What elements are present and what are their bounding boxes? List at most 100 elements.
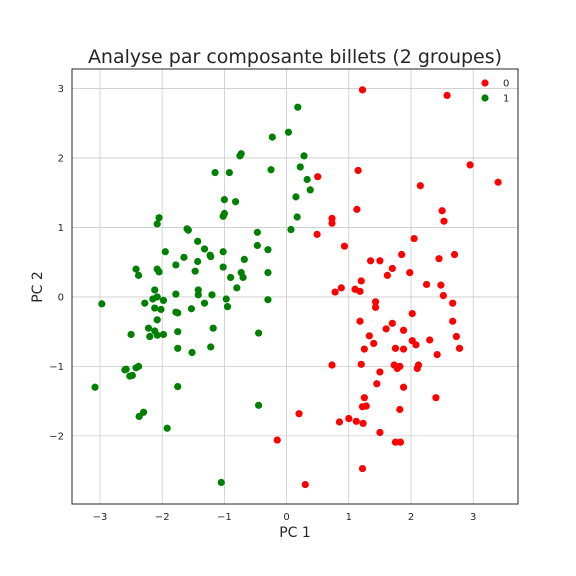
data-point (370, 339, 378, 348)
data-point (240, 255, 248, 263)
data-point (371, 303, 380, 311)
data-point (141, 299, 149, 307)
data-point (159, 296, 168, 304)
data-point (223, 303, 232, 311)
legend: 01 (481, 79, 509, 105)
data-point (340, 242, 349, 250)
data-point (151, 304, 159, 312)
data-point (357, 360, 365, 368)
data-point (439, 291, 447, 300)
data-point (432, 394, 440, 402)
data-point (153, 331, 161, 339)
data-point (314, 173, 322, 181)
data-point (328, 361, 336, 369)
data-point (345, 414, 353, 423)
data-point (362, 402, 370, 410)
data-point (373, 380, 381, 388)
data-point (357, 277, 365, 285)
y-tick-label: 2 (58, 153, 64, 164)
data-point (337, 284, 345, 292)
data-point (365, 332, 373, 340)
data-point (207, 343, 215, 351)
data-point (172, 290, 180, 298)
data-point (134, 271, 143, 279)
data-point (236, 152, 244, 160)
data-point (371, 298, 380, 306)
data-point (399, 326, 408, 334)
data-point (293, 213, 301, 221)
data-point (172, 261, 180, 269)
data-point (433, 350, 441, 359)
data-point (450, 250, 459, 259)
y-tick-label: 1 (58, 223, 64, 234)
data-point (284, 128, 293, 136)
data-point (187, 305, 196, 313)
data-point (412, 341, 420, 349)
series-0 (273, 86, 502, 489)
data-point (300, 152, 308, 160)
data-point (200, 299, 209, 307)
y-tick-label: 3 (58, 84, 64, 95)
data-point (153, 316, 161, 324)
x-tick-labels: −3 −2 −1 0 1 2 3 (93, 512, 477, 523)
data-point (303, 175, 311, 184)
data-point (416, 182, 424, 190)
data-point (128, 371, 136, 380)
data-point (359, 419, 367, 427)
data-point (352, 417, 360, 425)
data-point (391, 438, 400, 446)
data-point (264, 269, 272, 277)
data-point (449, 299, 457, 307)
y-tick-label: 0 (58, 292, 64, 303)
data-point (149, 295, 157, 303)
data-point (376, 368, 384, 376)
data-point (358, 86, 367, 94)
data-point (219, 248, 227, 256)
data-point (255, 401, 263, 409)
y-axis-label: PC 2 (30, 271, 46, 303)
data-point (383, 271, 391, 279)
data-point (184, 226, 192, 234)
data-point (294, 103, 302, 111)
data-point (174, 328, 182, 336)
data-point (388, 319, 396, 327)
data-point (295, 410, 303, 418)
data-point (382, 325, 390, 333)
data-point (399, 345, 408, 353)
data-point (98, 300, 106, 308)
data-point (163, 424, 171, 432)
data-point (354, 166, 362, 175)
data-point (296, 163, 304, 171)
chart-title: Analyse par composante billets (2 groupe… (88, 46, 502, 68)
data-point (414, 361, 423, 369)
data-point (191, 267, 199, 275)
data-point (313, 230, 321, 238)
data-point (132, 265, 140, 273)
data-point (398, 250, 406, 259)
x-tick-label: −2 (155, 512, 170, 523)
data-point (253, 228, 261, 236)
data-point (253, 241, 261, 250)
data-point (435, 255, 443, 263)
data-point (188, 348, 196, 357)
data-point (91, 383, 99, 391)
data-point (225, 168, 233, 177)
data-point (132, 364, 140, 372)
data-point (360, 394, 368, 402)
data-point (219, 212, 227, 220)
x-tick-label: 3 (470, 512, 476, 523)
data-point (231, 198, 240, 206)
data-point (200, 245, 209, 253)
data-point (219, 263, 227, 271)
data-point (194, 237, 202, 245)
data-point (366, 257, 375, 265)
data-point (255, 329, 263, 337)
data-point (388, 264, 396, 273)
y-tick-label: −1 (49, 362, 64, 373)
data-point (121, 366, 129, 374)
data-point (410, 234, 418, 243)
x-tick-label: 1 (346, 512, 352, 523)
data-point (399, 383, 408, 391)
data-point (264, 246, 272, 254)
